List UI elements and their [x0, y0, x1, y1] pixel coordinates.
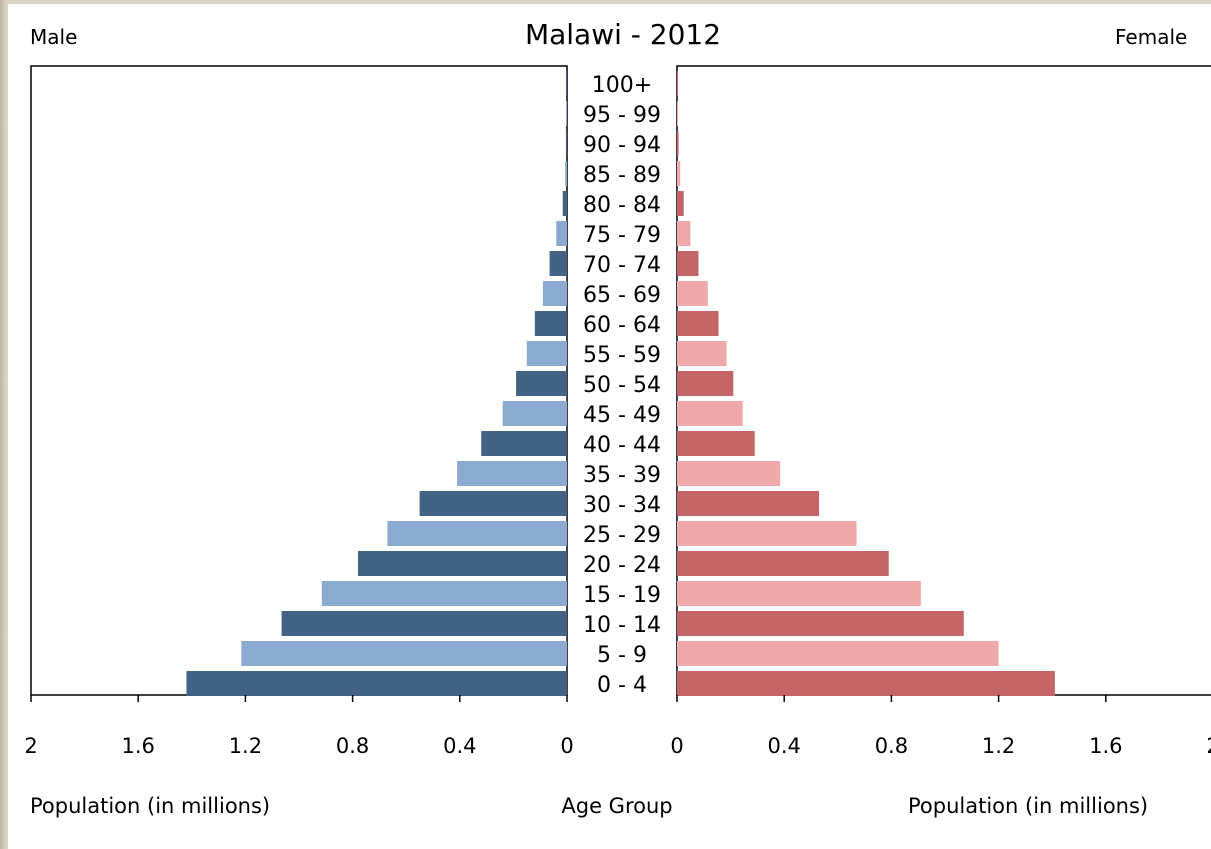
age-group-labels: 100+ 95 - 99 90 - 94 85 - 89 80 - 84 75 - 79 7… — [583, 73, 661, 698]
male-tick-label: 1.2 — [229, 734, 262, 758]
female-bars — [677, 71, 1055, 696]
age-group-label: 85 - 89 — [583, 163, 661, 188]
age-group-label: 30 - 34 — [583, 493, 661, 518]
age-group-label: 45 - 49 — [583, 403, 661, 428]
age-group-label: 0 - 4 — [597, 673, 647, 698]
male-tick-label: 0.4 — [443, 734, 476, 758]
age-group-label: 55 - 59 — [583, 343, 661, 368]
female-bar — [677, 671, 1055, 696]
female-bar — [677, 71, 678, 96]
male-bar — [241, 641, 567, 666]
male-bar — [566, 101, 567, 126]
female-bar — [677, 401, 743, 426]
female-bar — [677, 161, 681, 186]
male-bar — [565, 131, 567, 156]
age-group-label: 10 - 14 — [583, 613, 661, 638]
male-bar — [186, 671, 567, 696]
female-bar — [677, 371, 734, 396]
age-group-label: 15 - 19 — [583, 583, 661, 608]
age-group-axis-label: Age Group — [561, 794, 672, 818]
female-bar — [677, 491, 820, 516]
female-bar — [677, 131, 679, 156]
age-group-label: 100+ — [592, 73, 652, 98]
female-tick-label: 0.4 — [767, 734, 800, 758]
female-bar — [677, 581, 921, 606]
age-group-label: 35 - 39 — [583, 463, 661, 488]
age-group-label: 90 - 94 — [583, 133, 661, 158]
male-tick-label: 2 — [24, 734, 37, 758]
male-bar — [457, 461, 567, 486]
female-bar — [677, 311, 719, 336]
male-x-axis-ticks: 2 1.6 1.2 0.8 0.4 0 — [24, 695, 574, 758]
male-bar — [516, 371, 567, 396]
female-x-axis-ticks: 0 0.4 0.8 1.2 1.6 2 — [670, 695, 1211, 758]
male-bar — [534, 311, 567, 336]
age-group-label: 20 - 24 — [583, 553, 661, 578]
male-bar — [565, 161, 567, 186]
male-bars — [186, 71, 567, 696]
age-group-label: 25 - 29 — [583, 523, 661, 548]
female-bar — [677, 221, 691, 246]
female-tick-label: 0.8 — [875, 734, 908, 758]
female-bar — [677, 431, 755, 456]
age-group-label: 40 - 44 — [583, 433, 661, 458]
male-bar — [321, 581, 567, 606]
male-tick-label: 1.6 — [121, 734, 154, 758]
female-bar — [677, 461, 781, 486]
female-tick-label: 1.6 — [1089, 734, 1122, 758]
male-tick-label: 0.8 — [336, 734, 369, 758]
female-label: Female — [1115, 25, 1187, 49]
age-group-label: 80 - 84 — [583, 193, 661, 218]
female-bar — [677, 191, 684, 216]
age-group-label: 95 - 99 — [583, 103, 661, 128]
age-group-label: 60 - 64 — [583, 313, 661, 338]
female-x-axis-label: Population (in millions) — [908, 794, 1148, 818]
male-bar — [526, 341, 567, 366]
male-bar — [387, 521, 567, 546]
female-tick-label: 0 — [670, 734, 683, 758]
female-bar — [677, 521, 857, 546]
male-bar — [556, 221, 567, 246]
age-group-label: 5 - 9 — [597, 643, 647, 668]
age-group-label: 50 - 54 — [583, 373, 661, 398]
female-tick-label: 1.2 — [982, 734, 1015, 758]
age-group-label: 70 - 74 — [583, 253, 661, 278]
female-bar — [677, 101, 678, 126]
male-bar — [542, 281, 567, 306]
male-bar — [281, 611, 567, 636]
male-bar — [549, 251, 567, 276]
male-tick-label: 0 — [560, 734, 573, 758]
female-bar — [677, 641, 999, 666]
male-bar — [562, 191, 567, 216]
female-bar — [677, 251, 699, 276]
age-group-label: 65 - 69 — [583, 283, 661, 308]
female-bar — [677, 341, 727, 366]
female-bar — [677, 281, 708, 306]
female-tick-label: 2 — [1206, 734, 1211, 758]
male-bar — [566, 71, 567, 96]
male-bar — [357, 551, 567, 576]
male-bar — [419, 491, 567, 516]
chart-title: Malawi - 2012 — [525, 18, 721, 51]
female-bar — [677, 611, 964, 636]
female-bar — [677, 551, 889, 576]
male-bar — [481, 431, 567, 456]
age-group-label: 75 - 79 — [583, 223, 661, 248]
male-label: Male — [30, 25, 77, 49]
male-x-axis-label: Population (in millions) — [30, 794, 270, 818]
male-bar — [502, 401, 567, 426]
